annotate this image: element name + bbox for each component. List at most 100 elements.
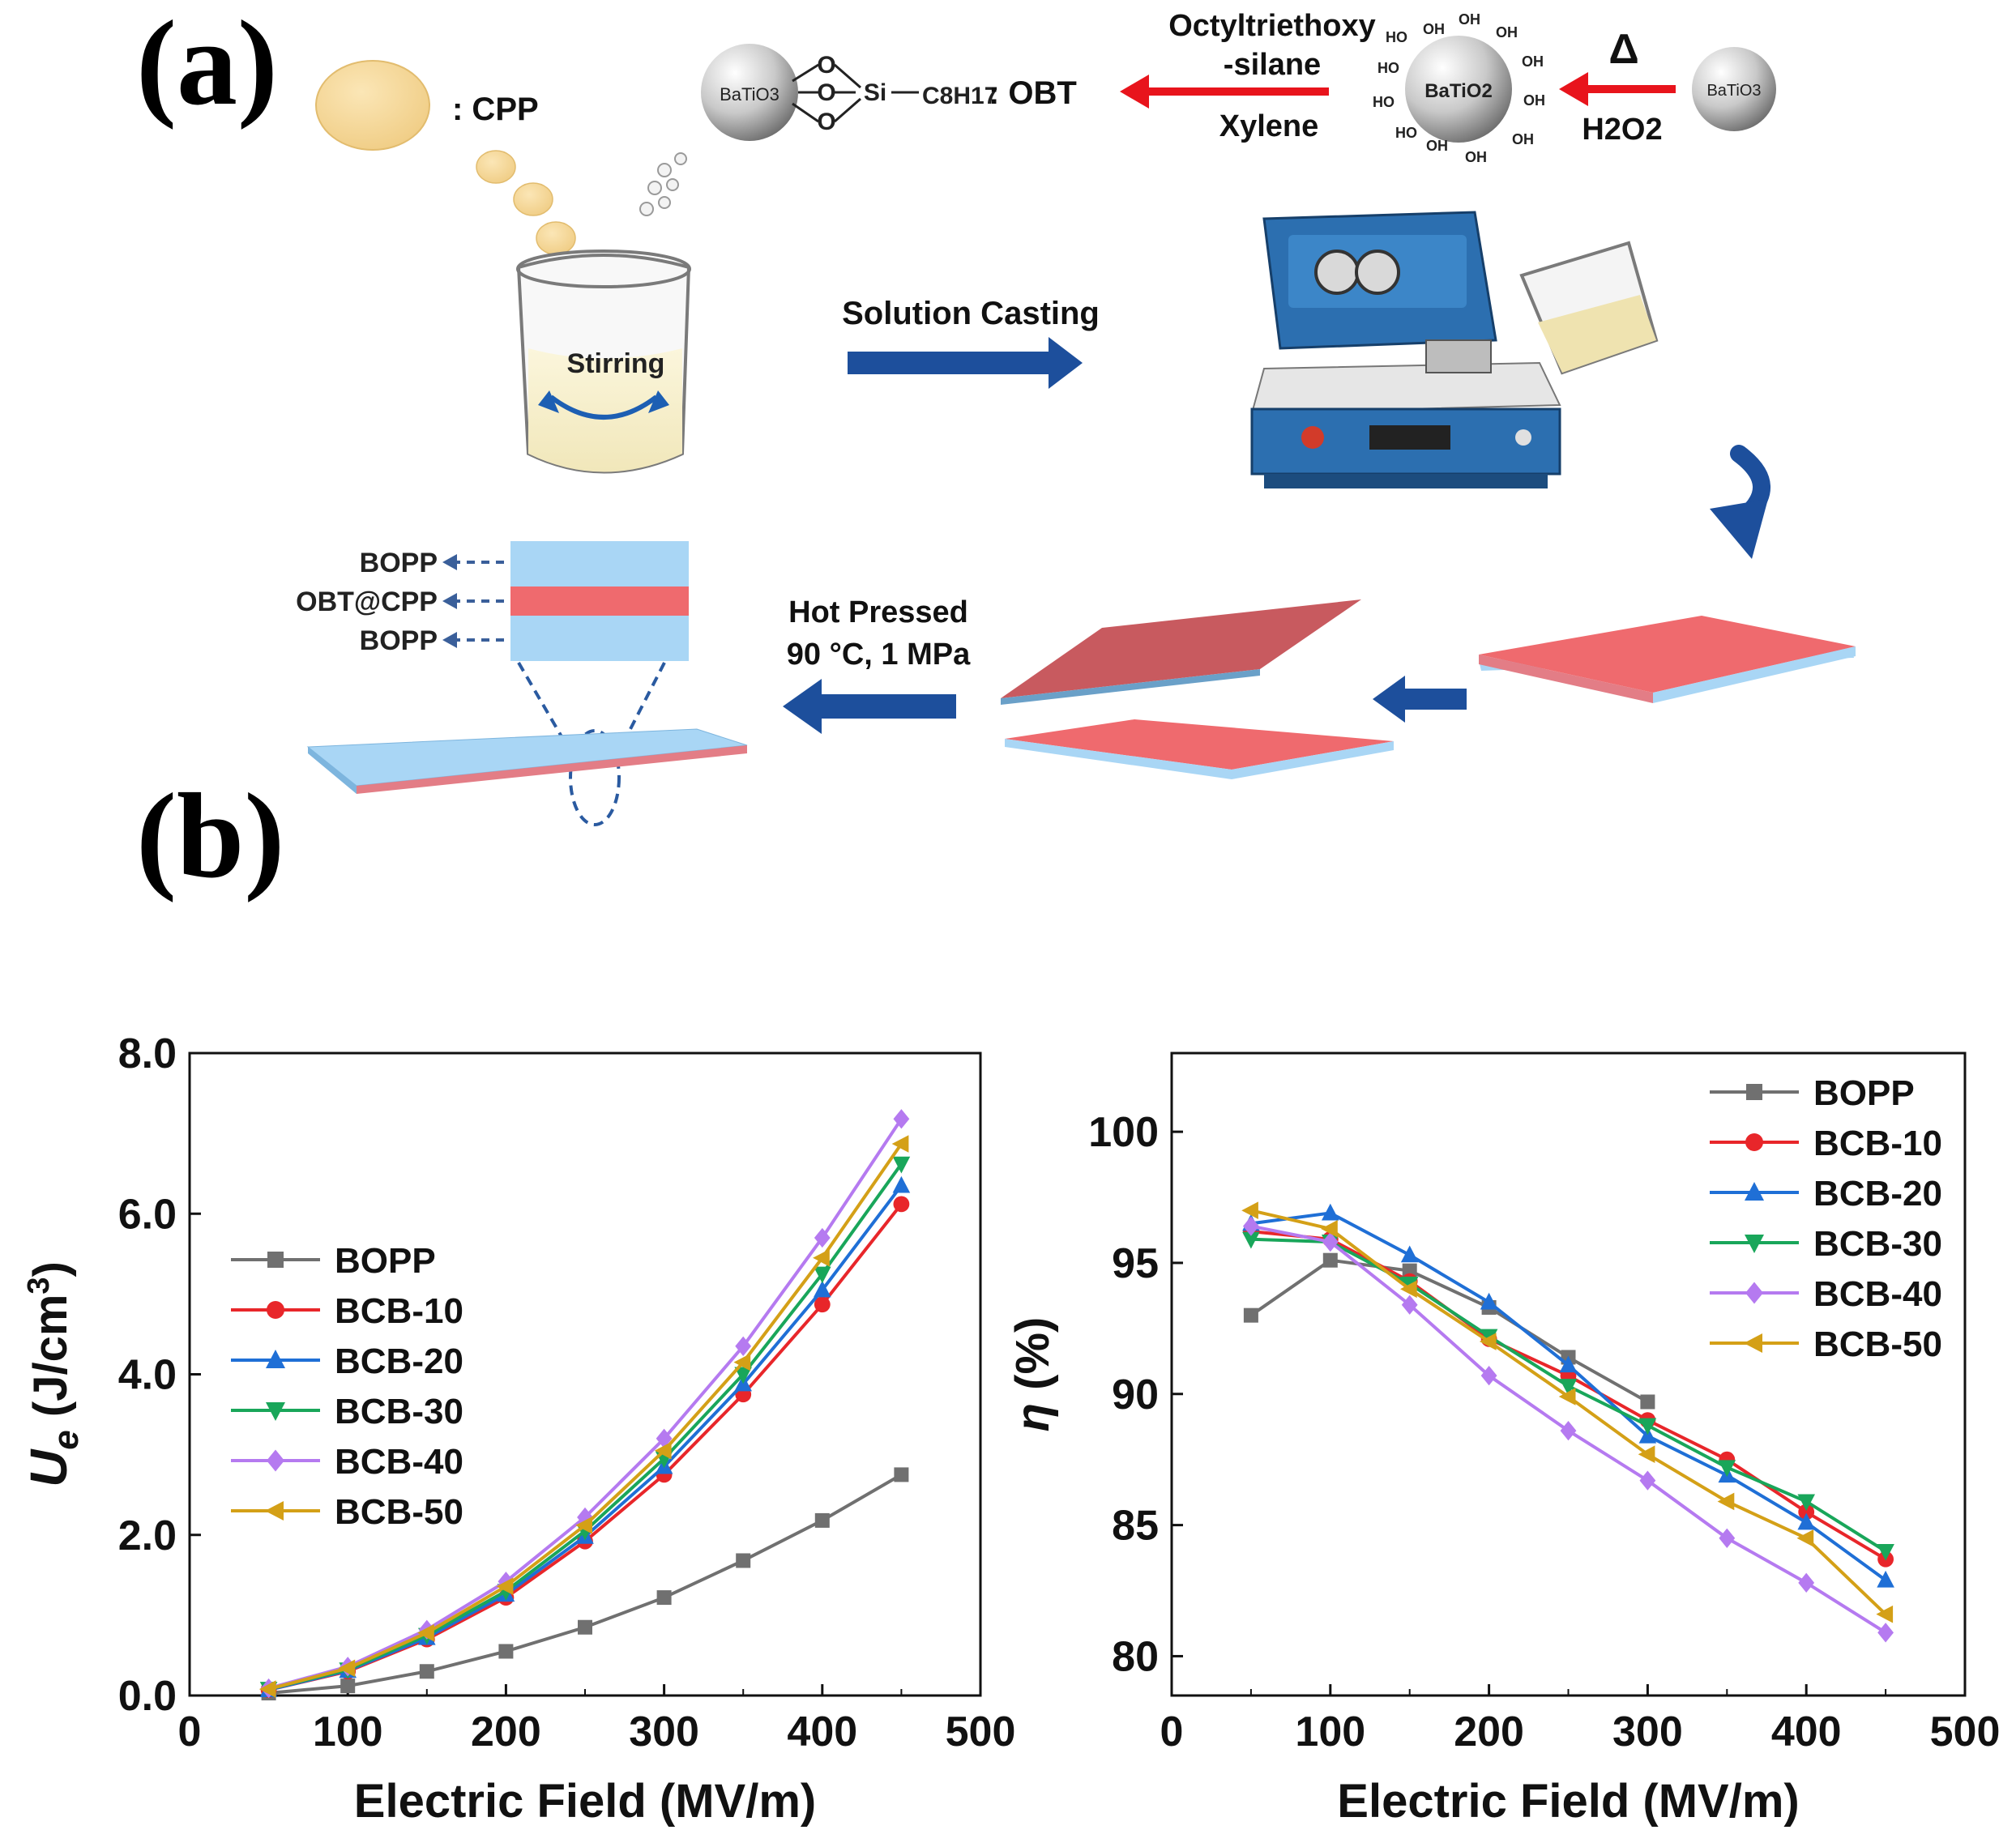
legend-label: BCB-30 xyxy=(335,1392,463,1431)
data-point xyxy=(1797,1494,1815,1512)
legend-label: BCB-20 xyxy=(335,1342,463,1381)
pouring-beaker-icon xyxy=(1519,241,1659,375)
legend-marker xyxy=(1746,1084,1762,1100)
legend-marker xyxy=(266,1402,285,1421)
data-point xyxy=(340,1679,356,1694)
data-point xyxy=(814,1227,831,1248)
legend: BOPP BCB-10 BCB-20 BCB-30 BCB-40 BCB-50 xyxy=(1710,1073,1942,1364)
y-axis-label: η (%) xyxy=(1006,1317,1059,1432)
data-point xyxy=(496,1577,514,1595)
svg-text:O: O xyxy=(817,109,835,135)
obt-core-label: BaTiO3 xyxy=(720,84,779,105)
heat-symbol: Δ xyxy=(1608,26,1638,73)
svg-text:O: O xyxy=(817,79,835,106)
series-bcb-40 xyxy=(1243,1216,1894,1643)
data-point xyxy=(1718,1460,1736,1478)
obt-si-label: Si xyxy=(864,79,886,106)
data-point xyxy=(1560,1420,1577,1441)
layer-label-top: BOPP xyxy=(360,548,438,578)
legend-label: BCB-50 xyxy=(335,1492,463,1532)
data-point xyxy=(1719,1528,1736,1548)
legend-marker xyxy=(1745,1282,1763,1304)
data-point xyxy=(1322,1252,1338,1268)
hot-press-arrow xyxy=(783,679,956,734)
falling-pellet-icon xyxy=(513,182,553,216)
data-point xyxy=(892,1156,911,1174)
plot-frame xyxy=(188,1051,982,1697)
y-axis-label: Ue (J/cm3) xyxy=(19,1261,86,1487)
legend-marker xyxy=(267,1449,284,1472)
x-tick-label: 400 xyxy=(1771,1708,1842,1755)
legend-marker xyxy=(1744,1333,1762,1353)
legend-label: BCB-30 xyxy=(1813,1224,1942,1264)
obt-sphere-icon xyxy=(701,44,798,141)
data-point xyxy=(1480,1292,1498,1310)
hot-pressed-label: Hot Pressed xyxy=(788,595,968,629)
data-point xyxy=(1877,1570,1894,1588)
y-tick-label: 90 xyxy=(1112,1371,1159,1418)
series-line xyxy=(1249,1258,1649,1404)
oh-label: OH xyxy=(1512,131,1534,147)
series-bopp xyxy=(261,1467,909,1701)
falling-pellet-icon xyxy=(476,150,516,184)
oh-label: HO xyxy=(1377,60,1399,76)
data-point xyxy=(656,1428,673,1448)
obt-molecule: BaTiO3 O O O Si C8H17 xyxy=(701,44,997,141)
cast-film-icon xyxy=(1479,616,1856,703)
reaction-arrow-2 xyxy=(1559,72,1676,106)
oh-label: OH xyxy=(1459,11,1480,28)
data-point xyxy=(1321,1220,1338,1238)
casting-machine-icon xyxy=(1250,211,1561,488)
legend-marker xyxy=(265,1501,284,1521)
data-point xyxy=(1322,1231,1339,1252)
data-point xyxy=(1479,1333,1497,1350)
data-point xyxy=(1400,1245,1419,1263)
legend-label: BOPP xyxy=(335,1241,436,1281)
panel-a: (a) : CPP BaTiO3 O xyxy=(136,0,1856,826)
obt-chain-label: C8H17 xyxy=(922,83,997,109)
oh-label: HO xyxy=(1373,94,1395,110)
data-point xyxy=(1639,1470,1656,1491)
data-point xyxy=(577,1507,593,1528)
y-tick-label: 6.0 xyxy=(118,1191,177,1238)
legend-label: BCB-40 xyxy=(335,1442,463,1482)
y-tick-label: 2.0 xyxy=(118,1512,177,1559)
legend-label: BCB-20 xyxy=(1813,1174,1942,1214)
legend-label: BCB-50 xyxy=(1813,1324,1942,1364)
series-line xyxy=(1250,1209,1887,1616)
x-tick-label: 100 xyxy=(313,1708,383,1755)
series-bcb-20 xyxy=(1242,1203,1894,1588)
data-point xyxy=(1876,1605,1894,1623)
y-tick-label: 80 xyxy=(1112,1633,1159,1680)
stirring-label: Stirring xyxy=(567,348,665,379)
x-tick-label: 0 xyxy=(178,1708,202,1755)
legend: BOPP BCB-10 BCB-20 BCB-30 BCB-40 BCB-50 xyxy=(231,1241,463,1532)
x-axis-label: Electric Field (MV/m) xyxy=(1337,1775,1799,1828)
reaction1-reagent-1: Octyltriethoxy xyxy=(1168,9,1376,43)
data-point xyxy=(1322,1203,1339,1221)
data-point xyxy=(656,1590,672,1606)
data-point xyxy=(1558,1388,1576,1406)
y-tick-label: 8.0 xyxy=(118,1030,177,1077)
x-tick-label: 400 xyxy=(787,1708,857,1755)
hydroxylated-core-label: BaTiO2 xyxy=(1424,80,1493,102)
data-point xyxy=(814,1280,831,1298)
y-tick-label: 85 xyxy=(1112,1503,1159,1550)
legend-label: BCB-10 xyxy=(335,1291,463,1331)
data-point xyxy=(735,1336,752,1356)
layer-label-bottom: BOPP xyxy=(360,625,438,656)
series-bcb-50 xyxy=(258,1135,909,1698)
svg-text:O: O xyxy=(817,52,835,79)
data-point xyxy=(258,1680,276,1698)
curved-arrow-icon xyxy=(1710,445,1770,559)
data-point xyxy=(1242,1231,1260,1249)
energy-density-chart: 0 100 200 300 400 500 0.0 2.0 4.0 6.0 8.0 Electric … xyxy=(19,1030,1015,1828)
y-tick-label: 0.0 xyxy=(118,1673,177,1720)
y-tick-label: 100 xyxy=(1088,1109,1159,1156)
series-bcb-50 xyxy=(1241,1201,1894,1623)
oh-label: OH xyxy=(1423,21,1445,37)
legend-label: BCB-40 xyxy=(1813,1274,1942,1314)
data-point xyxy=(1796,1529,1814,1547)
reaction1-reagent-2: -silane xyxy=(1224,48,1321,82)
